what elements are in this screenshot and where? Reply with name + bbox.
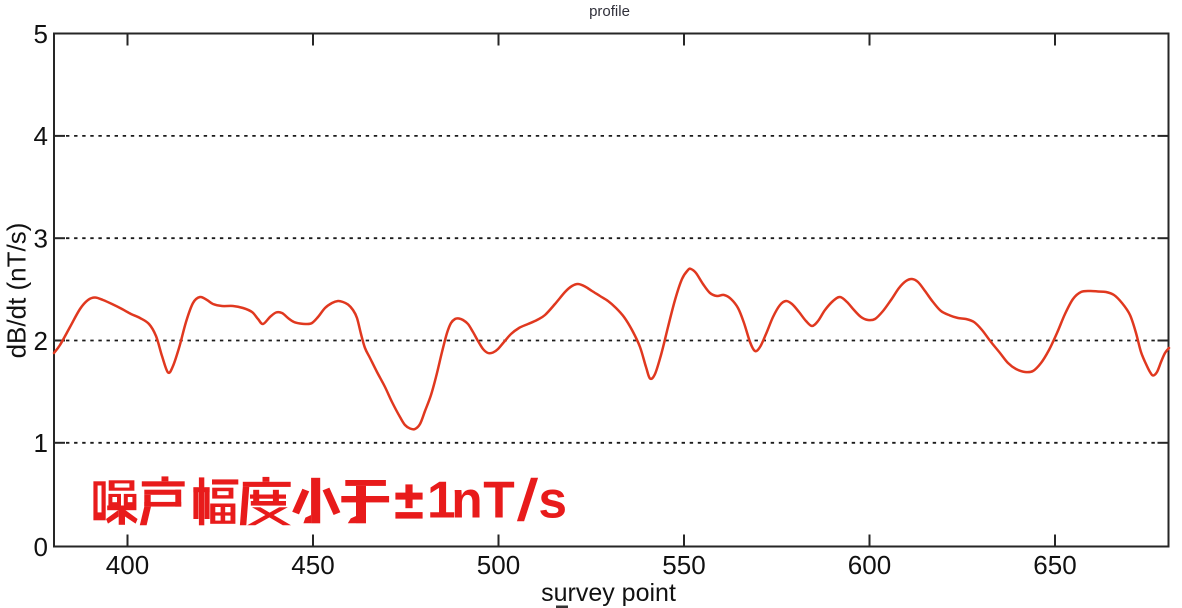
svg-text:1: 1 <box>34 428 48 458</box>
svg-text:450: 450 <box>291 550 334 580</box>
svg-text:3: 3 <box>34 224 48 254</box>
svg-text:n: n <box>451 471 482 529</box>
svg-text:dB/dt (nT/s): dB/dt (nT/s) <box>2 223 32 359</box>
svg-text:600: 600 <box>848 550 891 580</box>
svg-text:5: 5 <box>34 19 48 49</box>
svg-text:survey point: survey point <box>541 579 676 607</box>
svg-text:0: 0 <box>34 532 48 562</box>
svg-text:2: 2 <box>34 326 48 356</box>
svg-text:T: T <box>483 471 514 529</box>
svg-text:500: 500 <box>477 550 520 580</box>
svg-text:400: 400 <box>106 550 149 580</box>
svg-text:550: 550 <box>662 550 705 580</box>
svg-text:s: s <box>538 471 567 529</box>
svg-text:650: 650 <box>1033 550 1076 580</box>
svg-text:1: 1 <box>427 471 456 529</box>
svg-text:4: 4 <box>34 121 48 151</box>
svg-text:profile: profile <box>589 3 630 20</box>
